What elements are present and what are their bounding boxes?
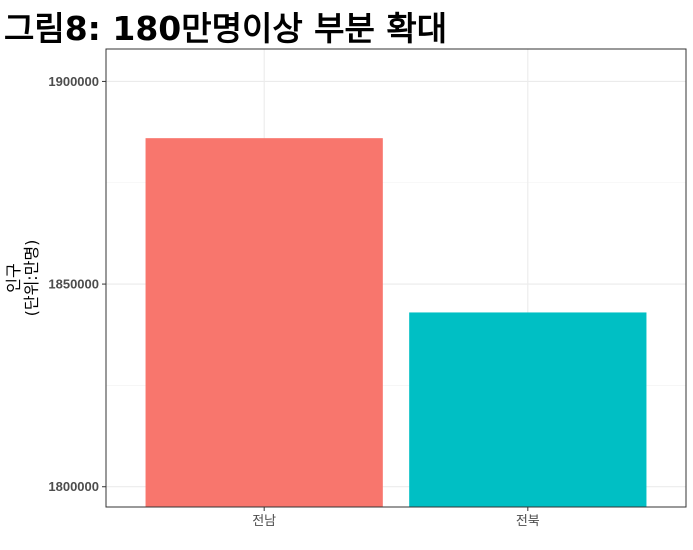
panel-border bbox=[105, 48, 687, 508]
axis-layer: 1800000 1850000 1900000 전남 전북 bbox=[48, 74, 539, 529]
y-tick-label: 1850000 bbox=[48, 277, 99, 292]
x-tick-label: 전남 bbox=[252, 514, 276, 529]
bar-전남 bbox=[145, 138, 383, 507]
bar-전북 bbox=[409, 312, 647, 507]
bar-layer bbox=[145, 138, 647, 507]
y-tick-label: 1900000 bbox=[48, 74, 99, 89]
y-tick-label: 1800000 bbox=[48, 479, 99, 494]
y-axis-title-line2: (단위:만명) bbox=[22, 240, 41, 317]
x-tick-label: 전북 bbox=[516, 514, 540, 529]
y-axis-title-line1: 인구 bbox=[4, 263, 23, 292]
chart-title: 그림8: 180만명이상 부분 확대 bbox=[4, 9, 448, 48]
